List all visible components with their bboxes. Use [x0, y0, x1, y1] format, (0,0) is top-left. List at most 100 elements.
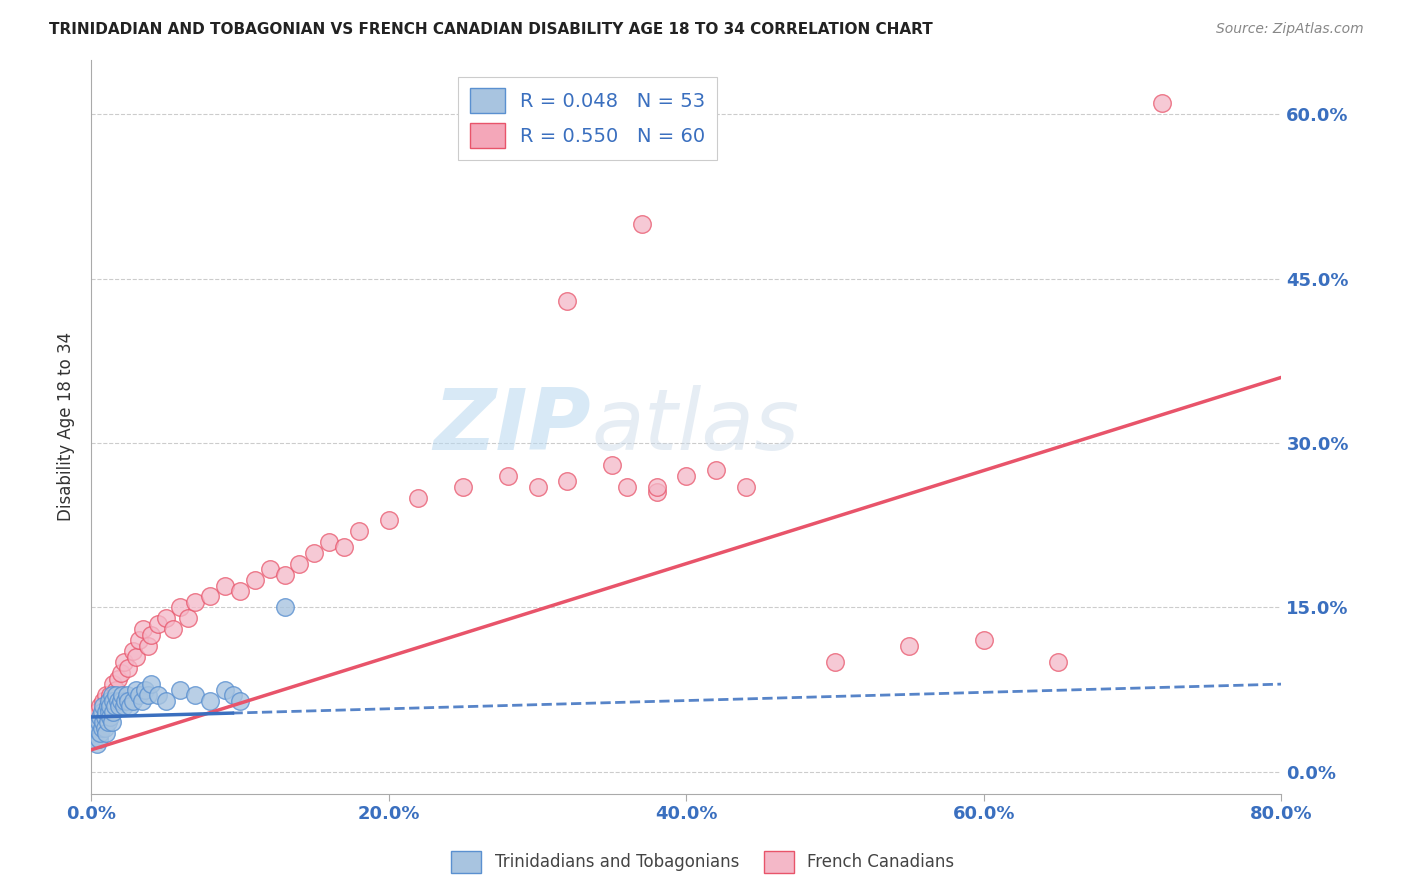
Point: [128, 633, 150, 648]
Point: [112, 655, 135, 669]
Point: [104, 688, 127, 702]
Point: [98, 705, 121, 719]
Point: [128, 688, 150, 702]
Point: [630, 217, 652, 231]
Point: [121, 693, 143, 707]
Point: [94, 705, 117, 719]
Point: [96, 715, 118, 730]
Point: [112, 699, 135, 714]
Point: [103, 677, 125, 691]
Point: [214, 682, 236, 697]
Point: [93, 710, 115, 724]
Point: [496, 469, 519, 483]
Point: [214, 578, 236, 592]
Point: [117, 693, 139, 707]
Point: [86, 721, 108, 735]
Point: [131, 693, 153, 707]
Point: [132, 623, 155, 637]
Point: [734, 480, 756, 494]
Point: [273, 567, 295, 582]
Point: [177, 611, 200, 625]
Point: [136, 688, 159, 702]
Point: [96, 699, 118, 714]
Point: [91, 699, 114, 714]
Point: [121, 644, 143, 658]
Point: [105, 682, 128, 697]
Point: [1047, 655, 1070, 669]
Point: [139, 677, 162, 691]
Point: [616, 480, 638, 494]
Point: [86, 705, 108, 719]
Point: [89, 699, 111, 714]
Legend: R = 0.048   N = 53, R = 0.550   N = 60: R = 0.048 N = 53, R = 0.550 N = 60: [458, 77, 717, 160]
Point: [675, 469, 697, 483]
Point: [169, 682, 191, 697]
Point: [98, 693, 121, 707]
Point: [155, 693, 177, 707]
Point: [347, 524, 370, 538]
Point: [87, 715, 110, 730]
Point: [898, 639, 921, 653]
Point: [115, 688, 138, 702]
Point: [198, 693, 221, 707]
Point: [146, 616, 169, 631]
Point: [87, 731, 110, 746]
Point: [645, 485, 668, 500]
Point: [107, 693, 129, 707]
Text: TRINIDADIAN AND TOBAGONIAN VS FRENCH CANADIAN DISABILITY AGE 18 TO 34 CORRELATIO: TRINIDADIAN AND TOBAGONIAN VS FRENCH CAN…: [49, 22, 934, 37]
Point: [84, 726, 107, 740]
Point: [136, 639, 159, 653]
Point: [107, 672, 129, 686]
Point: [229, 693, 252, 707]
Point: [973, 633, 995, 648]
Point: [259, 562, 281, 576]
Text: ZIP: ZIP: [433, 385, 591, 468]
Point: [114, 693, 136, 707]
Point: [824, 655, 846, 669]
Point: [83, 731, 105, 746]
Point: [94, 688, 117, 702]
Point: [101, 688, 124, 702]
Point: [184, 688, 207, 702]
Point: [134, 682, 156, 697]
Point: [103, 705, 125, 719]
Point: [108, 699, 131, 714]
Point: [1152, 96, 1174, 111]
Point: [110, 693, 132, 707]
Point: [243, 573, 266, 587]
Point: [100, 699, 122, 714]
Point: [229, 584, 252, 599]
Point: [94, 726, 117, 740]
Point: [93, 721, 115, 735]
Point: [162, 623, 184, 637]
Point: [110, 666, 132, 681]
Point: [84, 710, 107, 724]
Point: [169, 600, 191, 615]
Point: [198, 590, 221, 604]
Point: [89, 710, 111, 724]
Point: [89, 726, 111, 740]
Point: [155, 611, 177, 625]
Point: [101, 715, 124, 730]
Point: [333, 540, 356, 554]
Point: [139, 628, 162, 642]
Point: [273, 600, 295, 615]
Point: [86, 737, 108, 751]
Point: [101, 699, 124, 714]
Point: [451, 480, 474, 494]
Point: [105, 688, 128, 702]
Point: [125, 682, 148, 697]
Point: [555, 475, 578, 489]
Point: [221, 688, 243, 702]
Point: [91, 715, 114, 730]
Point: [117, 661, 139, 675]
Point: [304, 546, 326, 560]
Point: [90, 721, 112, 735]
Point: [288, 557, 311, 571]
Text: atlas: atlas: [591, 385, 799, 468]
Point: [377, 513, 399, 527]
Point: [103, 693, 125, 707]
Point: [93, 705, 115, 719]
Point: [146, 688, 169, 702]
Point: [125, 649, 148, 664]
